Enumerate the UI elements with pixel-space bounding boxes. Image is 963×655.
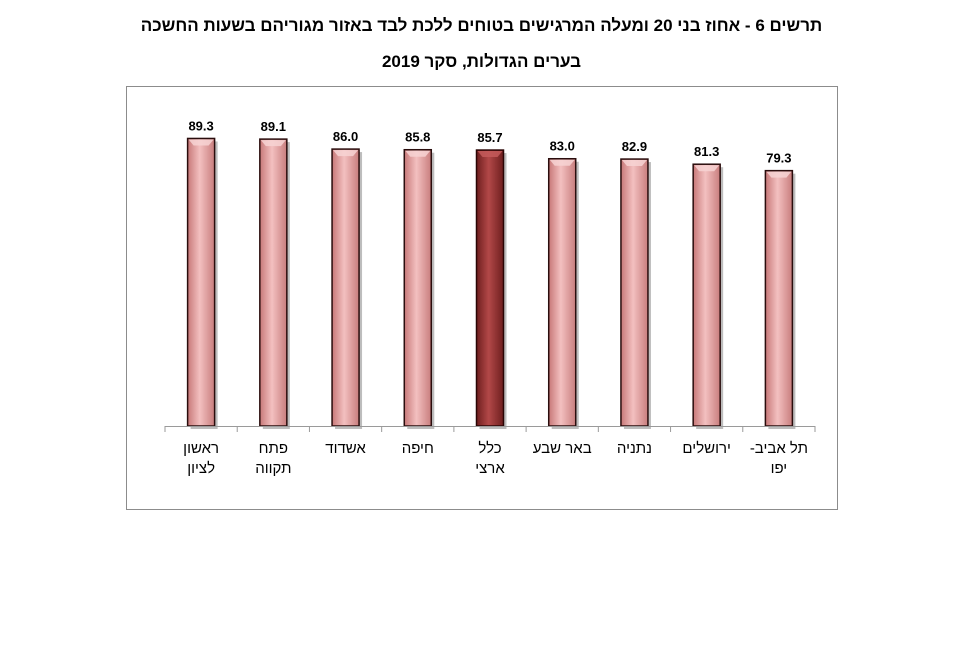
category-label: יפו: [771, 460, 788, 477]
bar-bevel: [766, 171, 792, 178]
bar: [692, 163, 724, 430]
data-label: 81.3: [694, 144, 719, 159]
chart-title-line2: בערים הגדולות, סקר 2019: [381, 52, 582, 71]
category-label: ראשון: [183, 440, 219, 457]
bar: [764, 169, 796, 429]
data-label: 85.7: [477, 130, 502, 145]
bar-body: [475, 149, 505, 427]
data-label: 85.8: [405, 130, 430, 145]
bar: [403, 148, 435, 429]
category-label: ירושלים: [682, 440, 730, 457]
data-label: 86.0: [333, 129, 358, 144]
bar: [475, 149, 507, 429]
bar-bevel: [694, 165, 720, 172]
bar: [259, 138, 290, 429]
data-label: 89.1: [261, 119, 286, 134]
bar-body: [547, 157, 577, 427]
category-label: תקווה: [255, 460, 291, 477]
bar-bevel: [260, 140, 286, 147]
bar-bevel: [188, 139, 214, 146]
bar-body: [403, 148, 433, 427]
category-label: באר שבע: [533, 440, 592, 457]
bar-bevel: [333, 150, 359, 157]
data-label: 82.9: [622, 139, 647, 154]
data-label: 79.3: [766, 151, 791, 166]
category-label: אשדוד: [325, 440, 366, 457]
bar-body: [692, 163, 721, 427]
bar: [331, 148, 363, 429]
bar-body: [186, 137, 216, 427]
category-label: תל אביב-: [750, 440, 808, 457]
bar-bevel: [549, 159, 575, 166]
bar-bevel: [477, 151, 503, 158]
bar: [620, 158, 651, 429]
bar: [547, 157, 579, 430]
category-label: לציון: [187, 460, 215, 477]
bar-bevel: [621, 160, 647, 167]
bar-bevel: [405, 150, 431, 157]
category-label: ארצי: [475, 460, 505, 477]
chart-title-line1: תרשים 6 - אחוז בני 20 ומעלה המרגישים בטו…: [140, 16, 823, 35]
bar-body: [764, 169, 794, 427]
bar-body: [620, 158, 649, 427]
category-label: פתח: [259, 440, 288, 457]
category-label: כלל: [478, 440, 501, 457]
category-label: נתניה: [617, 440, 652, 457]
data-label: 83.0: [550, 139, 575, 154]
bar-body: [259, 138, 288, 427]
bar-body: [331, 148, 360, 427]
data-label: 89.3: [188, 118, 213, 133]
category-label: חיפה: [402, 440, 434, 457]
bar: [186, 137, 218, 430]
